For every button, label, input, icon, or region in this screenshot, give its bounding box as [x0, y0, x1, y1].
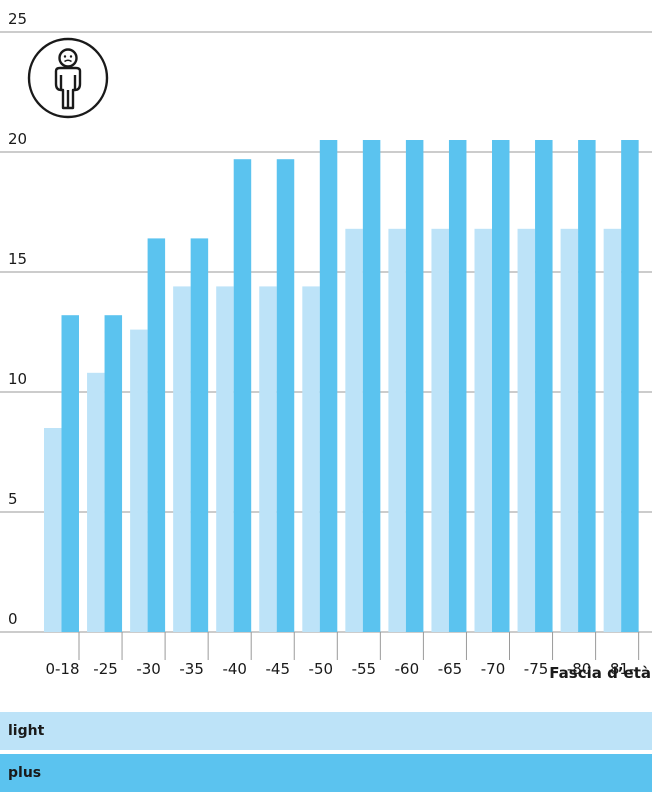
bar-plus--30: [147, 238, 166, 632]
bar-light--50: [302, 286, 320, 632]
x-tick-label: -65: [438, 660, 463, 678]
y-tick-label: 25: [8, 10, 27, 28]
y-tick-label: 20: [8, 130, 27, 148]
bar-light-0-18: [44, 428, 62, 632]
bar-light--55: [345, 228, 363, 633]
bar-plus--25: [104, 315, 123, 632]
bar-light--65: [431, 228, 449, 633]
legend-item-plus: plus: [0, 754, 652, 792]
bar-light--40: [216, 286, 234, 632]
x-ticks: 0-18 -25 -30 -35 -40 -45 -50 -55 -60 -65 -70 -75 -80…: [45, 632, 640, 678]
bar-plus--50: [319, 140, 338, 632]
bar-plus-0-18: [61, 315, 79, 632]
bar-plus--40: [233, 159, 252, 632]
y-tick-label: 15: [8, 250, 27, 268]
bar-light--80: [560, 228, 579, 633]
x-axis-label: Fascia d’età: [549, 664, 651, 682]
bar-plus--60: [405, 140, 424, 632]
bar-plus--70: [492, 140, 510, 632]
bar-plus--45: [276, 159, 295, 632]
legend-item-light: light: [0, 712, 652, 750]
x-tick-label: 0-18: [45, 660, 79, 678]
bar-light-81-: [603, 228, 622, 633]
bar-chart: 0-18 -25 -30 -35 -40 -45 -50 -55 -60 -65 -70 -75 -80…: [0, 10, 652, 682]
bars: [44, 140, 639, 633]
x-tick-label: -40: [222, 660, 247, 678]
bar-plus--80: [578, 140, 596, 632]
x-tick-label: -80: [567, 660, 592, 678]
bar-light--45: [259, 286, 277, 632]
bar-plus--35: [190, 238, 209, 632]
bar-plus--55: [362, 140, 381, 632]
x-tick-label: -75: [524, 660, 549, 678]
x-tick-label: -50: [309, 660, 334, 678]
bar-plus--65: [448, 140, 467, 632]
bar-light--60: [388, 228, 406, 633]
y-tick-labels: 0 5 10 15 20 25: [8, 10, 27, 628]
bar-light--35: [173, 286, 191, 632]
x-tick-label: -25: [93, 660, 118, 678]
x-tick-label: -55: [352, 660, 377, 678]
x-tick-label: -45: [266, 660, 291, 678]
legend-label-light: light: [8, 723, 45, 739]
bar-light--75: [517, 228, 536, 633]
y-tick-label: 5: [8, 490, 18, 508]
person-icon: [27, 37, 109, 119]
bar-plus--75: [535, 140, 553, 632]
bar-light--25: [87, 372, 105, 632]
x-tick-label: -30: [136, 660, 161, 678]
bar-plus-81-: [621, 140, 639, 632]
y-tick-label: 0: [8, 610, 18, 628]
bar-light--70: [474, 228, 492, 633]
x-tick-label: -60: [395, 660, 420, 678]
x-tick-label: -70: [481, 660, 506, 678]
y-tick-label: 10: [8, 370, 27, 388]
x-tick-label: -35: [179, 660, 204, 678]
bar-light--30: [130, 329, 148, 632]
legend-label-plus: plus: [8, 765, 42, 781]
x-tick-label: 81-: [610, 660, 635, 678]
